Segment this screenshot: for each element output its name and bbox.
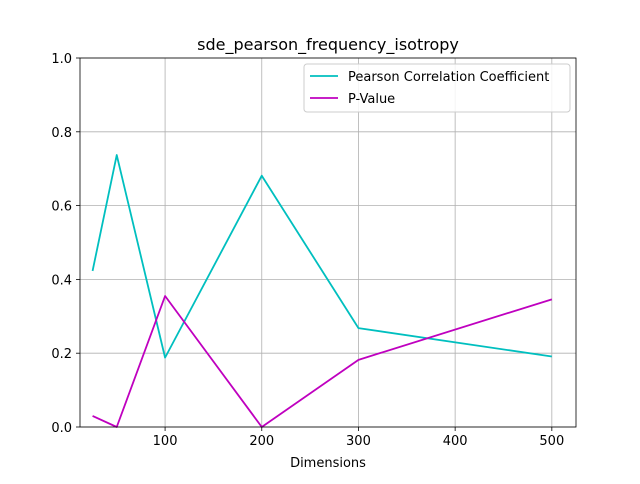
x-tick-label: 400 [443,434,468,449]
y-tick-label: 0.2 [51,347,72,362]
series-line-0 [91,154,552,359]
x-tick-label: 100 [153,434,178,449]
axes-frame [79,57,577,428]
y-tick-label: 0.0 [51,421,72,436]
y-tick-label: 0.4 [51,273,72,288]
x-axis-ticks: 100 200 300 400 500 [153,427,564,449]
legend: Pearson Correlation Coefficient P-Value [303,63,571,113]
legend-box [303,63,571,113]
x-tick-label: 500 [539,434,564,449]
y-tick-label: 0.8 [51,126,72,141]
x-axis-label: Dimensions [290,456,366,471]
legend-label: P-Value [348,92,395,107]
series-lines [91,154,553,428]
y-axis-ticks: 0.0 0.2 0.4 0.6 0.8 1.0 [51,52,80,436]
legend-label: Pearson Correlation Coefficient [348,70,549,85]
y-tick-label: 0.6 [51,200,72,215]
series-line-1 [92,295,553,428]
y-tick-label: 1.0 [51,52,72,67]
x-tick-label: 200 [249,434,274,449]
x-tick-label: 300 [346,434,371,449]
chart-title: sde_pearson_frequency_isotropy [197,35,459,55]
